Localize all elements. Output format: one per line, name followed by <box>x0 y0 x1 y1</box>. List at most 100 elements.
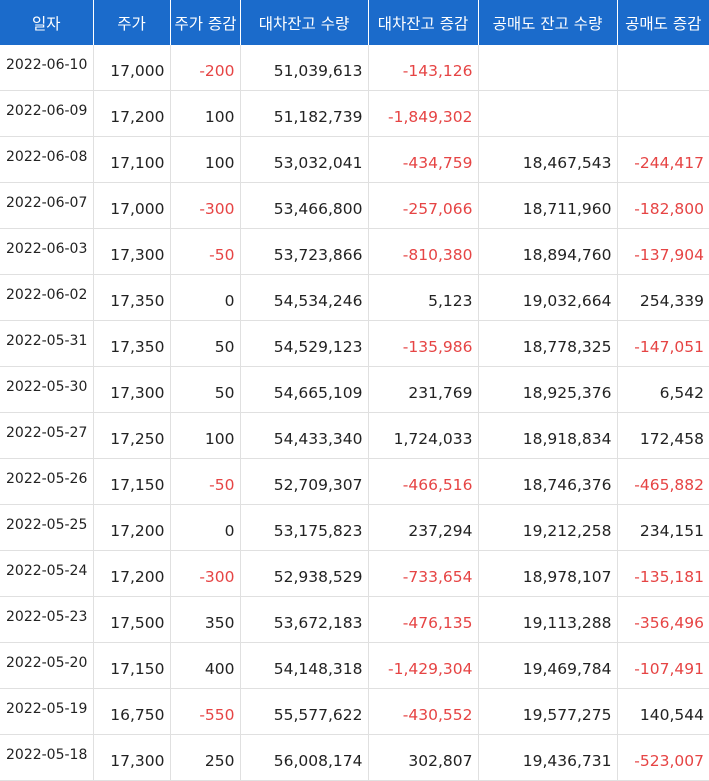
loan-balance-cell-value: 54,148,318 <box>273 659 363 678</box>
short-balance-cell <box>478 90 618 137</box>
loan-change-cell: -430,552 <box>368 688 479 735</box>
date-cell: 2022-05-24 <box>0 550 94 597</box>
table-row: 2022-05-25 17,200 0 53,175,823 237,294 19,212… <box>0 504 709 551</box>
price-cell: 17,150 <box>93 458 171 505</box>
short-change-cell-value: -182,800 <box>634 199 704 218</box>
header-price-change: 주가 증감 <box>170 0 241 45</box>
loan-balance-cell-value: 53,466,800 <box>273 199 363 218</box>
price-change-cell-value: -550 <box>199 705 235 724</box>
header-short-balance: 공매도 잔고 수량 <box>478 0 618 45</box>
price-change-cell-value: 100 <box>204 153 235 172</box>
loan-balance-cell: 51,182,739 <box>240 90 369 137</box>
date-cell-value: 2022-05-25 <box>6 517 88 533</box>
short-change-cell-value: 6,542 <box>659 383 704 402</box>
price-change-cell: 100 <box>170 412 241 459</box>
short-balance-cell-value: 18,918,834 <box>522 429 612 448</box>
price-change-cell-value: 100 <box>204 107 235 126</box>
loan-change-cell-value: 237,294 <box>408 521 473 540</box>
date-cell: 2022-05-23 <box>0 596 94 643</box>
price-cell: 17,300 <box>93 734 171 781</box>
price-change-cell: 100 <box>170 136 241 183</box>
price-change-cell: -300 <box>170 550 241 597</box>
loan-change-cell: -466,516 <box>368 458 479 505</box>
table-row: 2022-06-03 17,300 -50 53,723,866 -810,380 18,… <box>0 228 709 275</box>
loan-balance-cell: 56,008,174 <box>240 734 369 781</box>
price-change-cell-value: -300 <box>199 199 235 218</box>
short-balance-cell: 18,978,107 <box>478 550 618 597</box>
price-cell: 17,200 <box>93 504 171 551</box>
price-change-cell: -550 <box>170 688 241 735</box>
short-balance-cell-value: 18,746,376 <box>522 475 612 494</box>
loan-balance-cell-value: 54,529,123 <box>273 337 363 356</box>
date-cell-value: 2022-06-08 <box>6 149 88 165</box>
price-cell: 17,250 <box>93 412 171 459</box>
price-cell: 17,000 <box>93 182 171 229</box>
loan-balance-cell: 54,534,246 <box>240 274 369 321</box>
loan-balance-cell-value: 53,032,041 <box>273 153 363 172</box>
price-change-cell: -50 <box>170 228 241 275</box>
short-change-cell-value: -107,491 <box>634 659 704 678</box>
loan-balance-cell: 54,529,123 <box>240 320 369 367</box>
price-cell: 17,300 <box>93 228 171 275</box>
price-cell: 17,200 <box>93 90 171 137</box>
price-cell: 17,200 <box>93 550 171 597</box>
table-row: 2022-06-10 17,000 -200 51,039,613 -143,126 <box>0 45 709 91</box>
short-change-cell-value: 254,339 <box>639 291 704 310</box>
loan-change-cell: -1,849,302 <box>368 90 479 137</box>
table-row: 2022-05-18 17,300 250 56,008,174 302,807 19,4… <box>0 734 709 781</box>
short-change-cell-value: 234,151 <box>639 521 704 540</box>
short-change-cell-value: -137,904 <box>634 245 704 264</box>
short-change-cell-value: -465,882 <box>634 475 704 494</box>
date-cell-value: 2022-05-31 <box>6 333 88 349</box>
price-change-cell: -200 <box>170 45 241 91</box>
short-balance-cell: 18,894,760 <box>478 228 618 275</box>
short-change-cell: -182,800 <box>617 182 709 229</box>
loan-change-cell: -135,986 <box>368 320 479 367</box>
loan-balance-cell: 52,709,307 <box>240 458 369 505</box>
date-cell-value: 2022-05-20 <box>6 655 88 671</box>
loan-change-cell: -476,135 <box>368 596 479 643</box>
short-balance-cell-value: 19,113,288 <box>522 613 612 632</box>
table-row: 2022-05-23 17,500 350 53,672,183 -476,135 19,… <box>0 596 709 643</box>
loan-balance-cell-value: 54,433,340 <box>273 429 363 448</box>
short-change-cell <box>617 45 709 91</box>
loan-balance-cell-value: 53,175,823 <box>273 521 363 540</box>
table-row: 2022-05-26 17,150 -50 52,709,307 -466,516 18,… <box>0 458 709 505</box>
price-cell: 17,350 <box>93 320 171 367</box>
loan-change-cell-value: 302,807 <box>408 751 473 770</box>
price-cell: 17,500 <box>93 596 171 643</box>
short-balance-cell: 19,469,784 <box>478 642 618 689</box>
loan-balance-cell-value: 52,709,307 <box>273 475 363 494</box>
short-change-cell: 172,458 <box>617 412 709 459</box>
short-balance-cell: 18,746,376 <box>478 458 618 505</box>
price-change-cell: 250 <box>170 734 241 781</box>
header-date: 일자 <box>0 0 94 45</box>
table-row: 2022-05-19 16,750 -550 55,577,622 -430,552 19… <box>0 688 709 735</box>
price-change-cell-value: 50 <box>214 337 235 356</box>
short-balance-cell-value: 18,894,760 <box>522 245 612 264</box>
short-change-cell: 140,544 <box>617 688 709 735</box>
price-cell: 17,300 <box>93 366 171 413</box>
loan-change-cell-value: -135,986 <box>402 337 473 356</box>
short-balance-cell: 18,778,325 <box>478 320 618 367</box>
loan-balance-cell-value: 54,534,246 <box>273 291 363 310</box>
loan-balance-cell-value: 51,039,613 <box>273 61 363 80</box>
short-balance-cell: 19,577,275 <box>478 688 618 735</box>
date-cell: 2022-06-02 <box>0 274 94 321</box>
price-change-cell: 0 <box>170 504 241 551</box>
short-balance-cell: 18,925,376 <box>478 366 618 413</box>
short-change-cell: -356,496 <box>617 596 709 643</box>
price-cell-value: 17,300 <box>110 383 165 402</box>
loan-change-cell: 302,807 <box>368 734 479 781</box>
date-cell-value: 2022-06-07 <box>6 195 88 211</box>
date-cell: 2022-06-07 <box>0 182 94 229</box>
price-change-cell-value: 100 <box>204 429 235 448</box>
loan-change-cell: -733,654 <box>368 550 479 597</box>
price-change-cell-value: -50 <box>209 245 235 264</box>
date-cell: 2022-05-20 <box>0 642 94 689</box>
loan-change-cell: 5,123 <box>368 274 479 321</box>
date-cell: 2022-05-27 <box>0 412 94 459</box>
short-balance-cell-value: 18,467,543 <box>522 153 612 172</box>
short-change-cell <box>617 90 709 137</box>
table-row: 2022-05-24 17,200 -300 52,938,529 -733,654 18… <box>0 550 709 597</box>
